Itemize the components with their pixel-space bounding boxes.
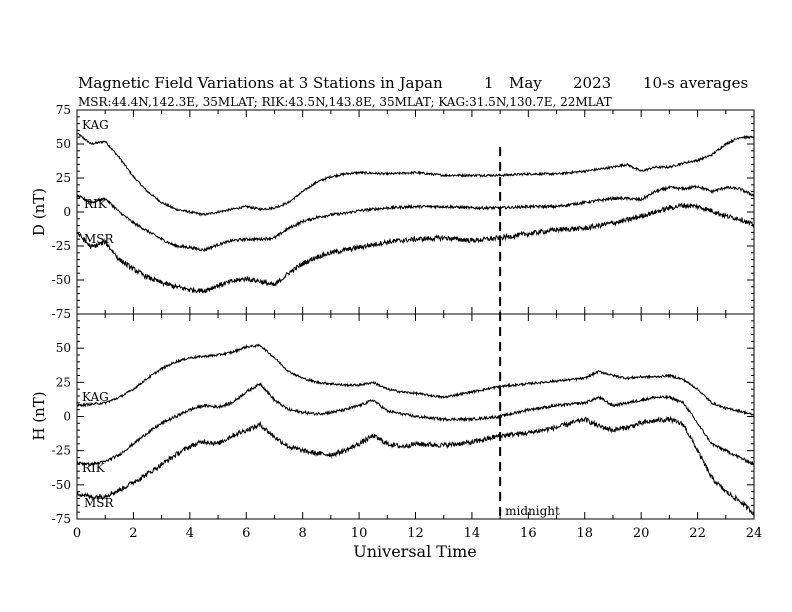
chart-title: Magnetic Field Variations at 3 Stations … [78, 74, 443, 92]
x-tick-label: 8 [299, 526, 307, 541]
chart-year: 2023 [573, 74, 611, 92]
y-tick-label: 75 [56, 103, 71, 117]
y-tick-label: -75 [52, 512, 71, 526]
y-tick-label: -50 [52, 478, 71, 492]
x-tick-label: 2 [129, 526, 137, 541]
series-label-rik: RIK [82, 461, 106, 475]
y-tick-label: -75 [52, 307, 71, 321]
y-tick-label: 50 [56, 341, 71, 355]
series-rik-d-line [76, 184, 755, 253]
x-tick-label: 14 [464, 526, 481, 541]
series-kag-h-line [76, 343, 755, 417]
y-tick-label: 25 [56, 375, 71, 389]
series-label-kag: KAG [82, 390, 109, 404]
stations-line: MSR:44.4N,142.3E, 35MLAT; RIK:43.5N,143.… [78, 95, 612, 109]
y-tick-label: 0 [63, 410, 71, 424]
x-tick-label: 10 [351, 526, 368, 541]
chart-averaging: 10-s averages [643, 74, 748, 92]
y-tick-label: -50 [52, 273, 71, 287]
series-msr-d-line [76, 202, 755, 294]
y-tick-label: -25 [52, 444, 71, 458]
chart-day: 1 [484, 74, 494, 92]
x-tick-label: 24 [746, 526, 763, 541]
y-tick-label: 0 [63, 205, 71, 219]
x-tick-label: 16 [520, 526, 537, 541]
h-ylabel: H (nT) [30, 391, 48, 440]
chart-month: May [509, 74, 542, 92]
series-rik-h-line [76, 381, 755, 467]
series-label-kag: KAG [82, 118, 109, 132]
y-tick-label: 50 [56, 137, 71, 151]
series-labels: KAG RIK MSR KAG RIK MSR [82, 118, 115, 510]
x-tick-label: 4 [186, 526, 194, 541]
midnight-label: midnight [505, 504, 560, 518]
series-lines [76, 132, 755, 516]
series-label-rik: RIK [84, 197, 108, 211]
y-tick-label: 25 [56, 171, 71, 185]
x-tick-label: 20 [633, 526, 650, 541]
series-label-msr: MSR [84, 496, 115, 510]
d-ylabel: D (nT) [30, 188, 48, 236]
series-kag-d-line [76, 132, 755, 217]
x-tick-label: 22 [689, 526, 706, 541]
x-axis-label: Universal Time [353, 542, 476, 561]
series-msr-h-line [76, 415, 755, 516]
x-tick-label: 0 [73, 526, 81, 541]
x-tick-label: 18 [576, 526, 593, 541]
x-tick-label: 12 [407, 526, 424, 541]
x-tick-label: 6 [242, 526, 250, 541]
series-label-msr: MSR [84, 232, 115, 246]
y-tick-label: -25 [52, 239, 71, 253]
